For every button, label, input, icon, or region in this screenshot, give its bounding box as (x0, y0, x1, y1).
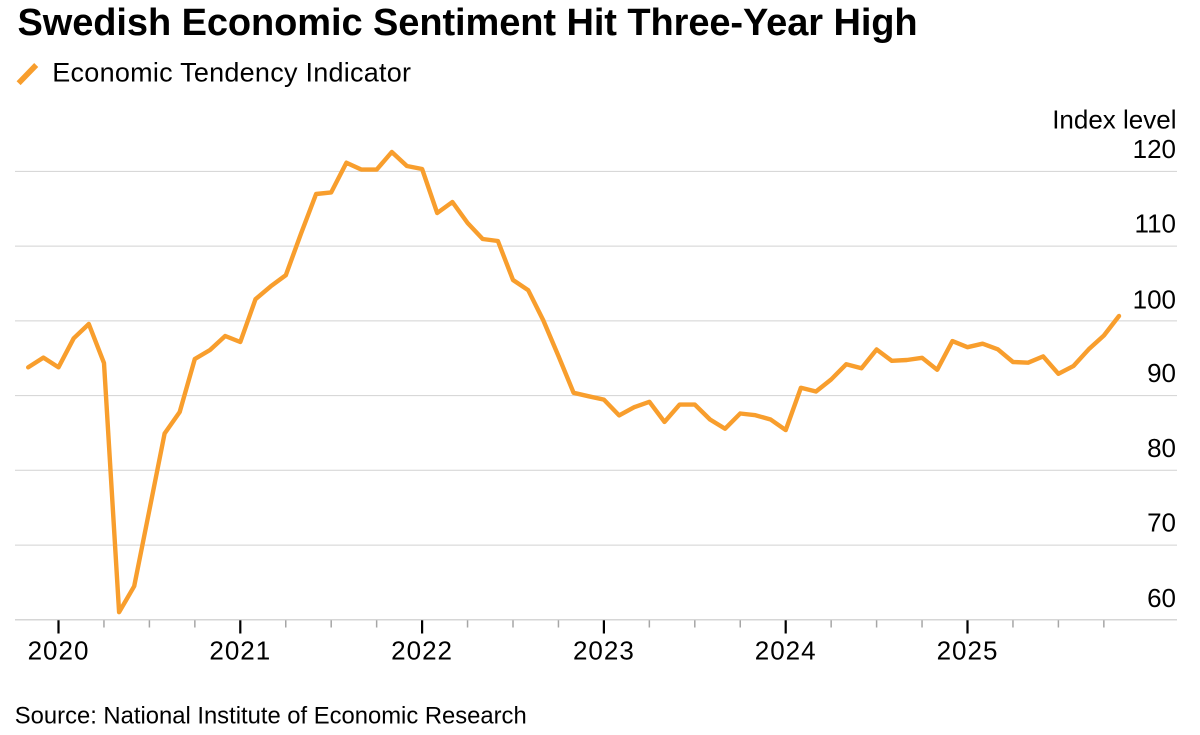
svg-text:120: 120 (1133, 134, 1176, 164)
svg-text:2023: 2023 (573, 636, 635, 666)
svg-text:Index level: Index level (1052, 104, 1176, 134)
svg-text:2020: 2020 (28, 636, 90, 666)
svg-text:2021: 2021 (209, 636, 271, 666)
svg-text:Source: National Institute of: Source: National Institute of Economic R… (15, 703, 527, 730)
svg-text:2024: 2024 (755, 636, 817, 666)
svg-text:70: 70 (1147, 508, 1176, 538)
svg-text:90: 90 (1147, 358, 1176, 388)
svg-text:80: 80 (1147, 433, 1176, 463)
svg-text:100: 100 (1133, 284, 1176, 314)
svg-text:2025: 2025 (937, 636, 999, 666)
svg-text:110: 110 (1135, 209, 1176, 239)
svg-text:2022: 2022 (391, 636, 453, 666)
svg-text:Economic Tendency Indicator: Economic Tendency Indicator (52, 58, 411, 88)
svg-text:60: 60 (1147, 583, 1176, 613)
svg-text:Swedish Economic Sentiment Hit: Swedish Economic Sentiment Hit Three-Yea… (18, 2, 918, 44)
